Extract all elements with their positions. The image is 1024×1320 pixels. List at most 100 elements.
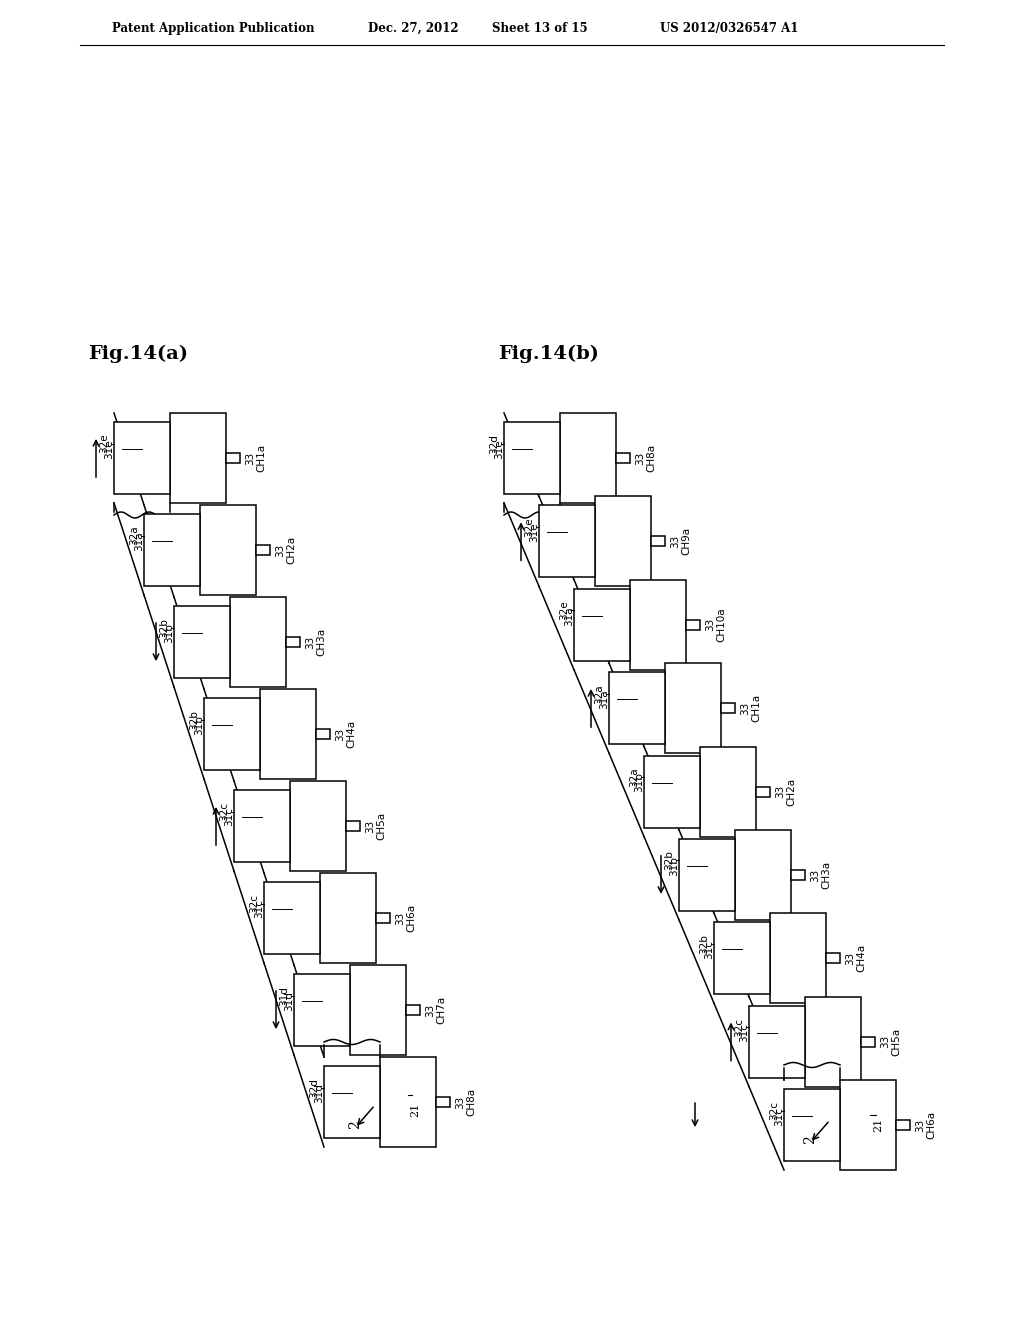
Text: CH9a: CH9a bbox=[681, 527, 691, 556]
Text: 31e: 31e bbox=[494, 440, 504, 459]
Text: CH6a: CH6a bbox=[926, 1111, 936, 1139]
Bar bbox=[574, 589, 630, 661]
Bar bbox=[406, 1005, 420, 1015]
Text: 33: 33 bbox=[425, 1003, 435, 1016]
Text: 32c: 32c bbox=[219, 803, 229, 821]
Text: 32b: 32b bbox=[699, 935, 709, 954]
Bar bbox=[170, 413, 226, 503]
Bar bbox=[144, 513, 200, 586]
Text: CH8a: CH8a bbox=[646, 444, 656, 473]
Text: CH7a: CH7a bbox=[436, 995, 446, 1024]
Bar bbox=[595, 496, 651, 586]
Bar bbox=[896, 1119, 910, 1130]
Text: 31d: 31d bbox=[284, 991, 294, 1011]
Bar bbox=[784, 1089, 840, 1162]
Text: 31b: 31b bbox=[634, 772, 644, 792]
Bar bbox=[721, 704, 735, 713]
Bar bbox=[316, 729, 330, 739]
Bar bbox=[539, 506, 595, 577]
Bar bbox=[826, 953, 840, 964]
Bar bbox=[686, 620, 700, 630]
Text: 32b: 32b bbox=[189, 710, 199, 730]
Text: 33: 33 bbox=[845, 952, 855, 965]
Bar bbox=[861, 1036, 874, 1047]
Bar bbox=[204, 698, 260, 770]
Bar bbox=[226, 453, 240, 463]
Text: 33: 33 bbox=[245, 451, 255, 465]
Text: 32c: 32c bbox=[249, 894, 259, 913]
Text: 32d: 32d bbox=[309, 1077, 319, 1097]
Bar bbox=[651, 536, 665, 546]
Text: 33: 33 bbox=[775, 785, 785, 799]
Text: 31e: 31e bbox=[104, 440, 114, 459]
Bar bbox=[346, 821, 360, 832]
Text: Sheet 13 of 15: Sheet 13 of 15 bbox=[492, 22, 588, 36]
Bar bbox=[665, 663, 721, 754]
Bar bbox=[504, 422, 560, 494]
Bar bbox=[114, 422, 170, 494]
Text: 32b: 32b bbox=[159, 618, 169, 638]
Text: 31c: 31c bbox=[705, 940, 714, 958]
Text: 33: 33 bbox=[455, 1096, 465, 1109]
Text: 31b: 31b bbox=[194, 715, 204, 735]
Text: 32c: 32c bbox=[769, 1101, 779, 1121]
Bar bbox=[770, 913, 826, 1003]
Text: 33: 33 bbox=[305, 635, 315, 648]
Text: 31d: 31d bbox=[279, 986, 289, 1006]
Bar bbox=[644, 755, 700, 828]
Text: Dec. 27, 2012: Dec. 27, 2012 bbox=[368, 22, 459, 36]
Text: 32a: 32a bbox=[594, 684, 604, 704]
Text: 32c: 32c bbox=[734, 1018, 744, 1036]
Text: 21: 21 bbox=[873, 1118, 883, 1133]
Text: 33: 33 bbox=[275, 544, 285, 557]
Bar bbox=[319, 873, 376, 964]
Text: 31c: 31c bbox=[254, 899, 264, 919]
Text: CH3a: CH3a bbox=[821, 861, 831, 888]
Text: 33: 33 bbox=[635, 451, 645, 465]
Text: CH1a: CH1a bbox=[256, 444, 266, 473]
Bar bbox=[749, 1006, 805, 1077]
Bar bbox=[256, 545, 270, 554]
Bar bbox=[616, 453, 630, 463]
Text: CH10a: CH10a bbox=[716, 607, 726, 642]
Bar bbox=[324, 1067, 380, 1138]
Text: 2: 2 bbox=[348, 1121, 362, 1130]
Text: 33: 33 bbox=[880, 1035, 890, 1048]
Text: 33: 33 bbox=[670, 535, 680, 548]
Text: CH6a: CH6a bbox=[406, 904, 416, 932]
Text: 32a: 32a bbox=[629, 767, 639, 787]
Text: 31e: 31e bbox=[529, 523, 539, 543]
Text: 32d: 32d bbox=[489, 434, 499, 454]
Text: 31c: 31c bbox=[739, 1023, 749, 1041]
Bar bbox=[234, 789, 290, 862]
Bar bbox=[290, 781, 346, 871]
Text: 21: 21 bbox=[410, 1104, 420, 1117]
Text: CH2a: CH2a bbox=[286, 536, 296, 564]
Text: CH8a: CH8a bbox=[466, 1088, 476, 1117]
Bar bbox=[286, 638, 300, 647]
Bar bbox=[560, 413, 616, 503]
Text: 31a: 31a bbox=[564, 606, 574, 626]
Bar bbox=[791, 870, 805, 880]
Bar bbox=[609, 672, 665, 744]
Text: CH2a: CH2a bbox=[786, 777, 796, 805]
Text: 31c: 31c bbox=[224, 808, 234, 826]
Text: 31d: 31d bbox=[314, 1084, 324, 1104]
Text: Fig.14(b): Fig.14(b) bbox=[498, 345, 599, 363]
Bar bbox=[756, 787, 770, 796]
Bar bbox=[700, 747, 756, 837]
Text: CH5a: CH5a bbox=[376, 812, 386, 840]
Text: 33: 33 bbox=[365, 820, 375, 833]
Text: 32e: 32e bbox=[99, 434, 109, 453]
Text: 31c: 31c bbox=[774, 1106, 784, 1126]
Text: 31b: 31b bbox=[164, 623, 174, 643]
Bar bbox=[630, 579, 686, 669]
Text: 32b: 32b bbox=[664, 850, 674, 870]
Text: US 2012/0326547 A1: US 2012/0326547 A1 bbox=[660, 22, 799, 36]
Text: Fig.14(a): Fig.14(a) bbox=[88, 345, 188, 363]
Text: CH3a: CH3a bbox=[316, 628, 326, 656]
Text: 33: 33 bbox=[740, 701, 750, 714]
Text: 31a: 31a bbox=[134, 531, 144, 550]
Text: 31a: 31a bbox=[599, 689, 609, 709]
Text: 2: 2 bbox=[803, 1135, 817, 1144]
